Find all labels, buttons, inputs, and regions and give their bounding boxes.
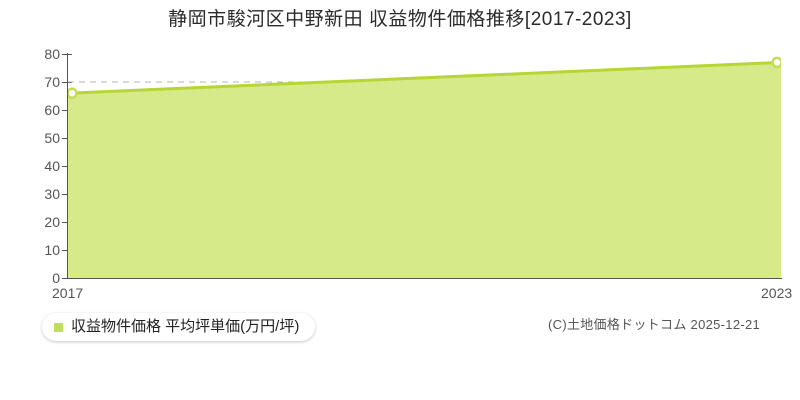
y-axis-tick-80: 80 (44, 46, 60, 62)
y-axis-tick-50: 50 (44, 130, 60, 146)
y-axis-tick-70: 70 (44, 74, 60, 90)
copyright-credit: (C)土地価格ドットコム 2025-12-21 (548, 317, 761, 332)
chart-legend[interactable]: 収益物件価格 平均坪単価(万円/坪) (42, 313, 316, 341)
x-axis-tick-2023: 2023 (761, 285, 793, 301)
legend-color-swatch-icon (54, 322, 63, 332)
y-axis-tick-20: 20 (44, 214, 60, 230)
y-axis-line (67, 53, 68, 279)
y-axis-tick-10: 10 (44, 242, 60, 258)
x-axis-tick-2017: 2017 (52, 285, 84, 301)
legend-label: 収益物件価格 平均坪単価(万円/坪) (71, 318, 300, 335)
y-axis-tick-60: 60 (44, 102, 60, 118)
y-axis-tick-0: 0 (52, 270, 60, 286)
data-point-markers (68, 56, 782, 99)
data-point-marker-2023[interactable] (771, 56, 782, 69)
data-line (68, 60, 781, 95)
chart-title: 静岡市駿河区中野新田 収益物件価格推移[2017-2023] (168, 9, 632, 30)
area-fill (68, 62, 781, 278)
chart-plot-svg (68, 56, 782, 278)
y-axis-tick-30: 30 (44, 186, 60, 202)
plot-area (68, 54, 781, 278)
x-axis-line (67, 278, 782, 279)
y-axis-tick-40: 40 (44, 158, 60, 174)
data-point-marker-2017[interactable] (68, 87, 78, 99)
